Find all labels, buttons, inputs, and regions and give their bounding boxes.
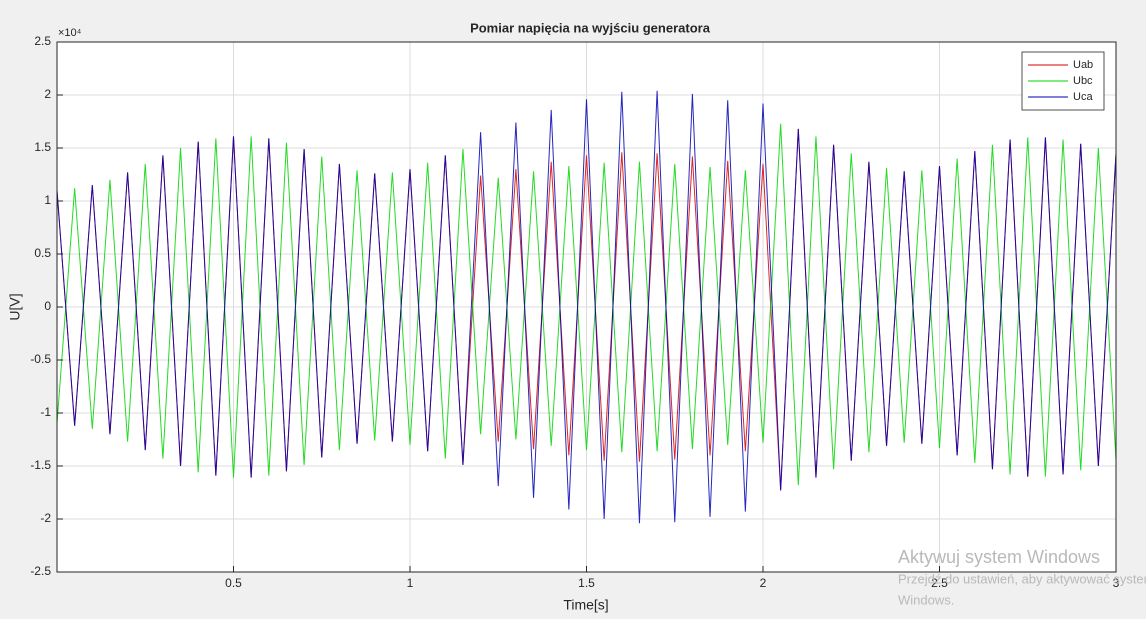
series-line (56, 90, 1117, 524)
y-axis-label: U[V] (7, 293, 23, 320)
y-tick-label: -1.5 (30, 458, 51, 472)
x-tick-label: 3 (1113, 576, 1120, 590)
x-tick-label: 1.5 (578, 576, 595, 590)
y-tick-label: 1 (44, 193, 51, 207)
x-tick-label: 2.5 (931, 576, 948, 590)
plot-lines (56, 90, 1117, 524)
watermark-line: Windows. (898, 592, 954, 607)
y-tick-label: -2.5 (30, 564, 51, 578)
y-tick-label: 1.5 (34, 140, 51, 154)
y-tick-label: 0 (44, 299, 51, 313)
x-tick-label: 0.5 (225, 576, 242, 590)
legend-label: Ubc (1073, 75, 1093, 87)
y-tick-label: 2.5 (34, 34, 51, 48)
watermark-title: Aktywuj system Windows (898, 547, 1100, 567)
legend-label: Uab (1073, 59, 1093, 71)
x-axis-label: Time[s] (563, 597, 608, 613)
chart-title: Pomiar napięcia na wyjściu generatora (470, 20, 711, 35)
y-tick-label: 0.5 (34, 246, 51, 260)
ticks: -2.5 -2 -1.5 -1 -0.5 0 0.5 1 1.5 2 2.5 0.5 1 1.5 2 2.5 3 (30, 34, 1119, 590)
y-tick-label: -2 (40, 511, 51, 525)
legend: Uab Ubc Uca (1021, 51, 1105, 111)
series-line (56, 123, 1117, 486)
y-tick-label: 2 (44, 87, 51, 101)
y-tick-label: -0.5 (30, 352, 51, 366)
legend-label: Uca (1073, 91, 1093, 103)
y-exponent: ×10⁴ (58, 27, 82, 39)
x-tick-label: 2 (760, 576, 767, 590)
y-tick-label: -1 (40, 405, 51, 419)
x-tick-label: 1 (407, 576, 414, 590)
watermark-line: Przejdź do ustawień, aby aktywować syste… (898, 571, 1146, 586)
